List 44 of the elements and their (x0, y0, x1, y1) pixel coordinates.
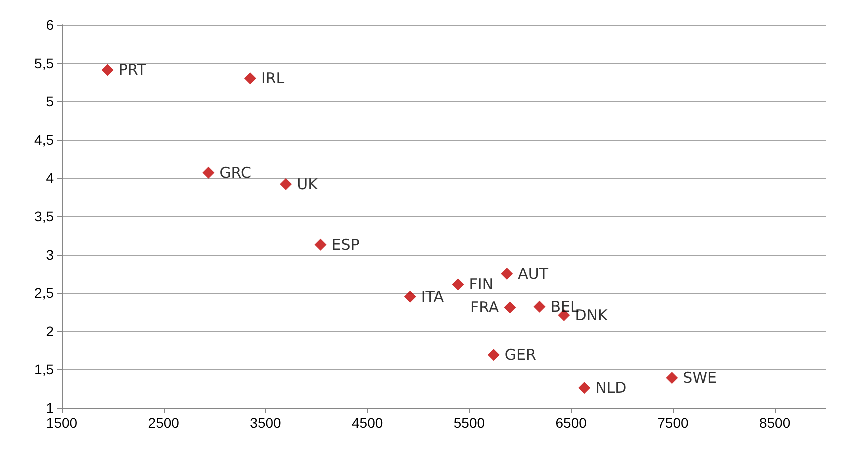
point (578, 382, 591, 394)
y-tick-label: 1 (46, 400, 54, 416)
x-tick-label: 2500 (148, 415, 180, 431)
series-label: ESP (332, 236, 360, 254)
series-label: IRL (261, 70, 286, 88)
point (404, 290, 416, 303)
y-tick-label: 4 (46, 170, 54, 186)
x-tick-label: 8500 (759, 415, 791, 431)
point (202, 166, 215, 179)
x-tick-label: 4500 (352, 415, 384, 431)
y-tick-label: 3,5 (34, 208, 54, 224)
point (102, 64, 114, 76)
series-label: FIN (469, 276, 494, 294)
series-label: GRC (220, 164, 252, 182)
y-tick-label: 5,5 (34, 55, 54, 72)
y-tick-label: 2 (46, 323, 54, 340)
y-tick-label: 6 (46, 17, 54, 33)
point (314, 238, 327, 251)
point (534, 300, 546, 313)
y-tick-label: 1,5 (34, 362, 54, 378)
y-tick-label: 2,5 (34, 285, 54, 302)
y-tick-label: 3 (46, 246, 54, 263)
series-label: PRT (118, 61, 148, 80)
y-tick-label: 4,5 (34, 132, 54, 148)
point (488, 349, 500, 362)
point (504, 302, 516, 314)
series-label: ITA (421, 288, 445, 306)
x-tick-label: 5500 (454, 415, 486, 431)
y-tick-label: 5 (46, 94, 54, 110)
x-tick-label: 3500 (250, 415, 282, 431)
point (666, 372, 678, 384)
x-tick-label: 7500 (658, 415, 689, 431)
x-tick-label: 6500 (556, 415, 588, 431)
point (280, 178, 292, 190)
series-label: UK (297, 175, 320, 194)
series-label: AUT (518, 264, 550, 283)
series-label: FRA (470, 298, 500, 317)
series-label: GER (504, 346, 536, 364)
point (244, 72, 256, 85)
point (501, 268, 514, 280)
series-label: NLD (596, 379, 627, 398)
x-tick-label: 1500 (46, 415, 78, 431)
series-label: SWE (683, 369, 718, 388)
point (452, 278, 464, 291)
